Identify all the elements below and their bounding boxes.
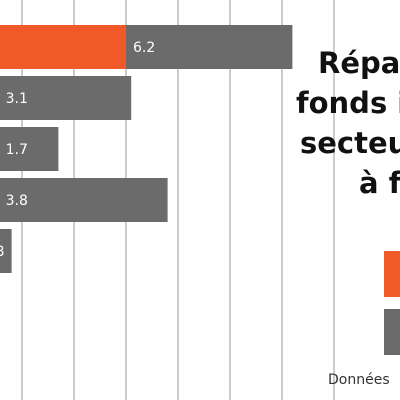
bar-segment-gray [0,178,168,222]
title-line-1: Répar [318,46,400,80]
bar-segment-gray [0,127,59,171]
data-label: 6.2 [133,40,155,56]
bar-segment-orange [0,25,126,69]
data-label: 0.8 [0,244,4,260]
title-line-2: fonds i [296,86,400,120]
bar-segment-gray [0,229,12,273]
legend-swatch-gray [384,309,400,355]
data-label: 3.1 [6,91,28,107]
title-line-4: à fi [359,166,400,200]
bar-segment-gray [0,76,132,120]
legend [384,251,400,355]
source-note: Données [328,372,390,388]
chart-title: Répar fonds i secteu à fi [296,46,400,200]
title-line-3: secteu [300,126,400,160]
data-labels: 6.2 3.1 1.7 3.8 0.8 [0,40,155,260]
bar-segment-gray [126,25,293,69]
bars [0,25,293,273]
data-label: 3.8 [6,193,28,209]
data-label: 1.7 [6,142,28,158]
legend-swatch-orange [384,251,400,297]
